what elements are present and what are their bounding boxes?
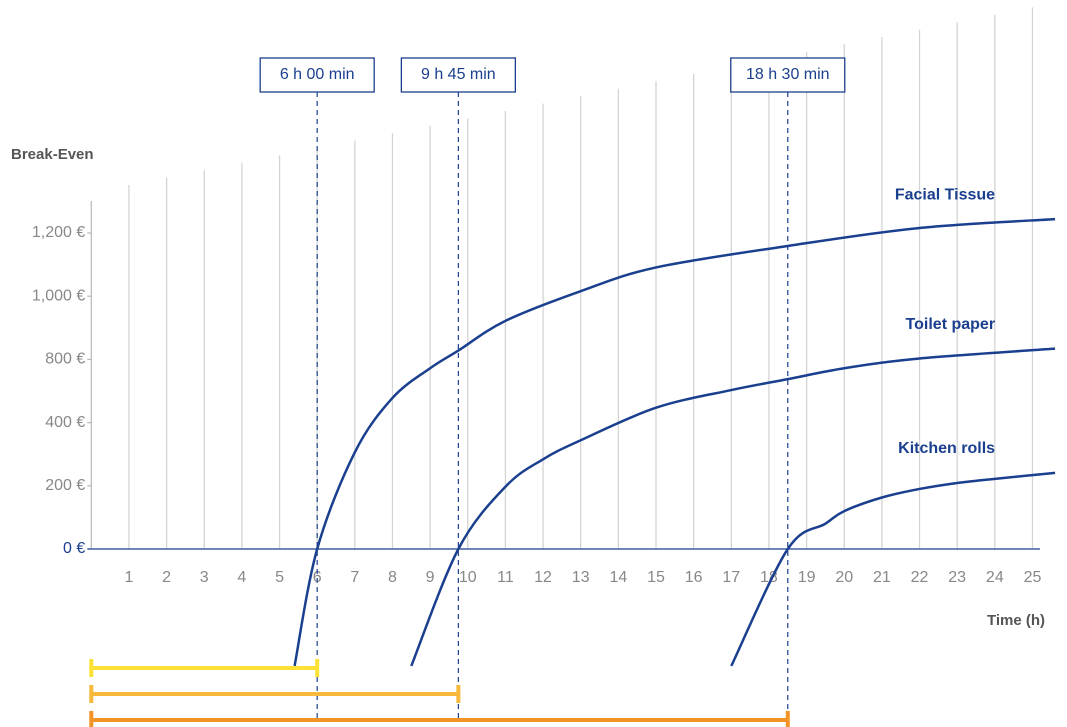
x-axis-label: Time (h)	[987, 612, 1045, 629]
x-tick-label: 7	[350, 569, 359, 586]
x-tick-label: 3	[200, 569, 209, 586]
x-tick-label: 25	[1024, 569, 1042, 586]
x-tick-label: 12	[534, 569, 552, 586]
duration-bracket	[89, 659, 320, 677]
y-tick-label: 1,200 €	[32, 224, 85, 241]
x-tick-label: 17	[722, 569, 740, 586]
x-tick-label: 10	[459, 569, 477, 586]
x-tick-label: 20	[835, 569, 853, 586]
x-tick-label: 8	[388, 569, 397, 586]
annotation-box	[259, 57, 375, 93]
annotation-box	[400, 57, 517, 93]
annotation-box	[730, 57, 846, 93]
x-tick-label: 22	[911, 569, 929, 586]
y-tick-label: 0 €	[63, 540, 85, 557]
duration-bracket	[89, 685, 461, 703]
legend-label: Toilet paper	[906, 316, 996, 333]
series-line	[410, 347, 1056, 667]
x-tick-label: 16	[685, 569, 703, 586]
annotation-label: 18 h 30 min	[746, 66, 830, 83]
x-tick-label: 21	[873, 569, 891, 586]
x-tick-label: 2	[162, 569, 171, 586]
x-tick-label: 1	[124, 569, 133, 586]
series-line	[293, 217, 1056, 667]
x-tick-label: 14	[609, 569, 627, 586]
series-line	[730, 471, 1056, 667]
x-tick-label: 15	[647, 569, 665, 586]
legend-label: Facial Tissue	[895, 186, 995, 203]
x-tick-label: 9	[426, 569, 435, 586]
x-tick-label: 19	[798, 569, 816, 586]
x-tick-label: 6	[313, 569, 322, 586]
x-tick-label: 13	[572, 569, 590, 586]
y-axis-label: Break-Even	[11, 146, 94, 163]
y-tick-label: 200 €	[45, 477, 85, 494]
duration-bracket	[89, 711, 790, 727]
legend-label: Kitchen rolls	[898, 440, 995, 457]
x-tick-label: 23	[948, 569, 966, 586]
x-tick-label: 5	[275, 569, 284, 586]
annotation-label: 6 h 00 min	[280, 66, 355, 83]
x-tick-label: 24	[986, 569, 1004, 586]
x-tick-label: 11	[497, 569, 514, 586]
annotation-label: 9 h 45 min	[421, 66, 496, 83]
y-tick-label: 1,000 €	[32, 287, 85, 304]
y-tick-label: 400 €	[45, 414, 85, 431]
y-tick-label: 800 €	[45, 351, 85, 368]
x-tick-label: 4	[237, 569, 246, 586]
